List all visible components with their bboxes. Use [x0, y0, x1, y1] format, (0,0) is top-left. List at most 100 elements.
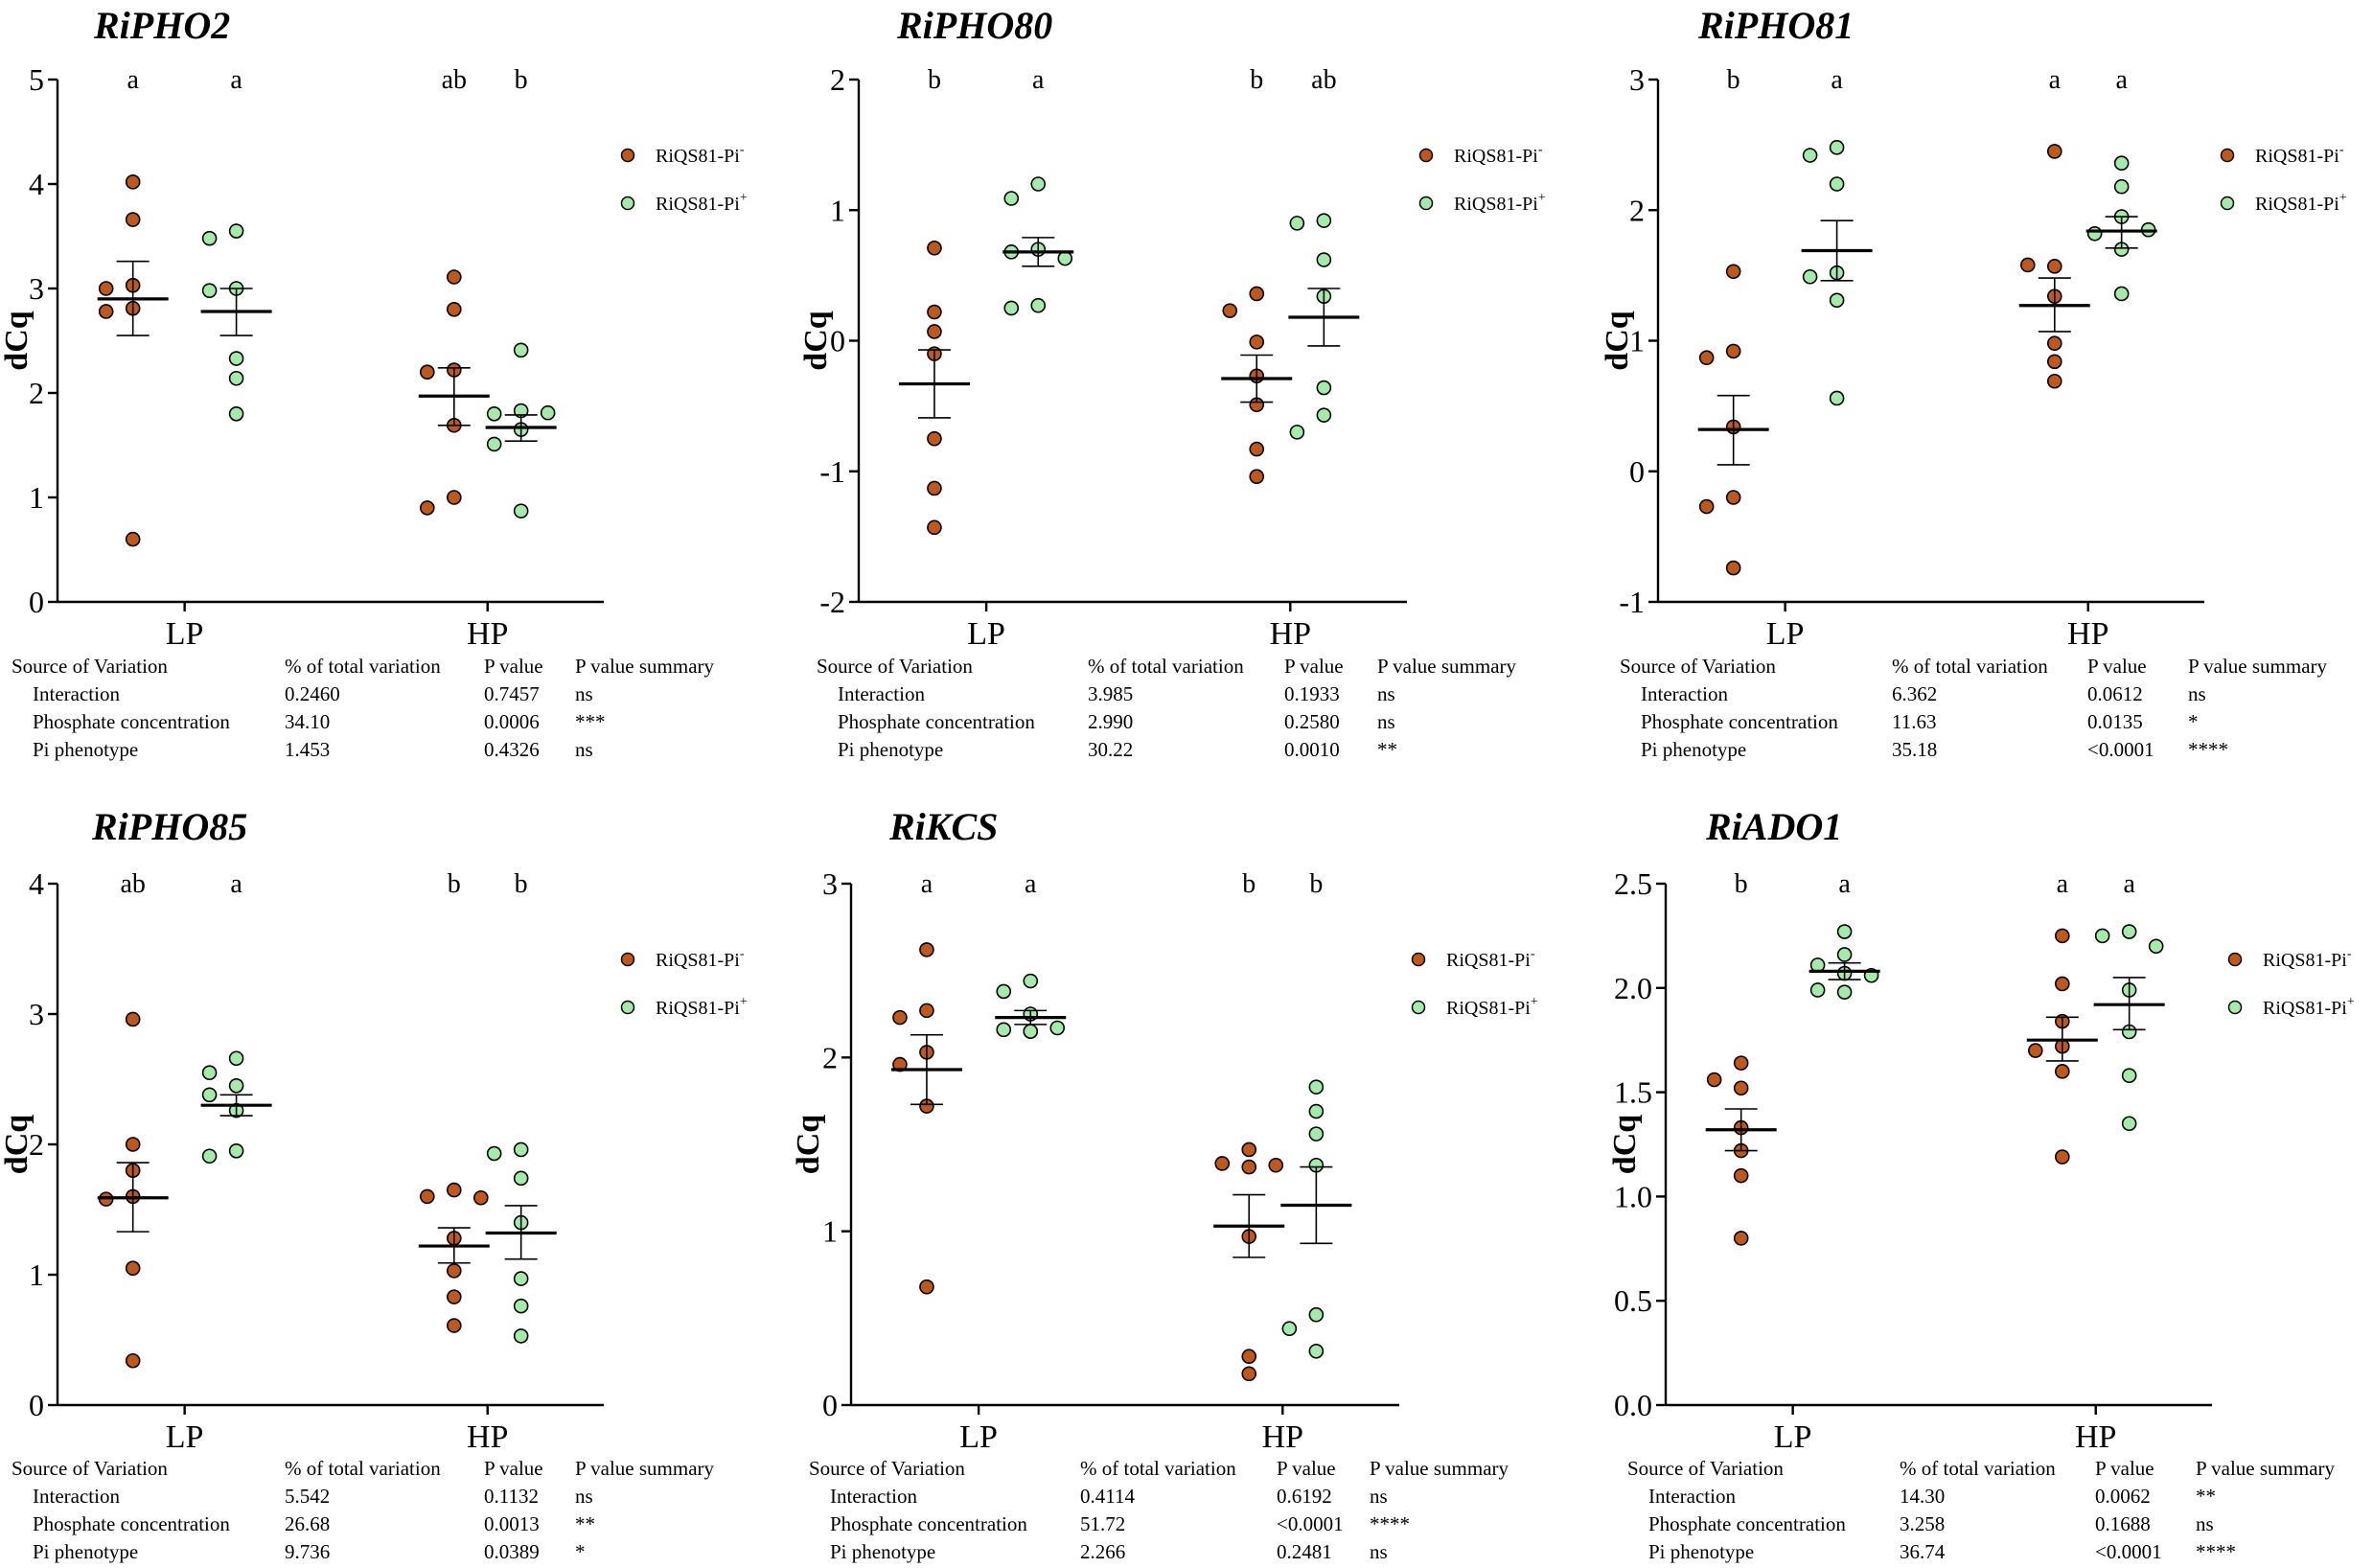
significance-letter: a — [1838, 869, 1851, 899]
table-pvalue-cell: 0.0013 — [484, 1512, 540, 1535]
y-tick-label: -2 — [819, 585, 845, 619]
data-point — [1222, 303, 1238, 318]
legend-entry-pi-minus-label: RiQS81-Pi- — [1446, 947, 1535, 971]
data-point — [125, 1260, 141, 1276]
table-pct-cell: 30.22 — [1088, 738, 1133, 761]
legend-label-superscript: - — [740, 143, 745, 157]
table-pct-cell: 9.736 — [285, 1540, 330, 1563]
data-point — [1249, 469, 1265, 485]
significance-letter: a — [2115, 65, 2128, 95]
y-tick-label: 3 — [29, 271, 44, 306]
y-tick-label: 1 — [29, 480, 44, 515]
table-summary-cell: **** — [2196, 1540, 2236, 1563]
y-tick-label: 0 — [29, 1388, 44, 1422]
legend-label-superscript: + — [2339, 191, 2347, 205]
significance-letter: a — [1831, 65, 1843, 95]
data-point — [98, 281, 114, 296]
table-pct-cell: 34.10 — [285, 710, 330, 733]
data-point — [2121, 924, 2137, 939]
data-point — [1809, 982, 1826, 998]
data-point — [1725, 264, 1741, 280]
significance-letter: a — [2057, 869, 2069, 899]
y-tick-label: 0.0 — [1614, 1388, 1652, 1422]
data-point — [1308, 1306, 1325, 1323]
table-header-pvalue: P value — [484, 655, 543, 678]
legend-entry-pi-minus-label: RiQS81-Pi- — [656, 947, 745, 971]
data-point — [1249, 286, 1265, 302]
data-point — [228, 1143, 244, 1159]
data-point — [2113, 286, 2130, 302]
data-point — [927, 430, 942, 447]
table-source-cell: Interaction — [33, 682, 120, 705]
legend-label-superscript: + — [1531, 995, 1538, 1009]
table-source-cell: Phosphate concentration — [33, 710, 230, 733]
y-tick-label: 4 — [29, 167, 44, 201]
data-point — [2047, 259, 2062, 274]
data-point — [1281, 1321, 1298, 1337]
data-point — [1829, 140, 1845, 155]
table-header-pct: % of total variation — [1892, 655, 2048, 678]
data-point — [419, 364, 435, 380]
x-category-label: LP — [1766, 616, 1805, 652]
y-tick-label: 2.5 — [1614, 866, 1652, 901]
table-header-pct: % of total variation — [285, 1457, 441, 1480]
data-point — [927, 324, 942, 339]
data-point — [996, 1022, 1012, 1038]
data-point — [513, 1271, 529, 1286]
legend-entry-pi-plus-label: RiQS81-Pi+ — [656, 995, 748, 1019]
legend-label-superscript: - — [1531, 947, 1535, 961]
legend-label-base: RiQS81-Pi — [656, 146, 740, 167]
data-point — [486, 405, 502, 422]
table-pvalue-cell: 0.7457 — [484, 682, 540, 705]
table-pct-cell: 36.74 — [1900, 1540, 1946, 1563]
data-point — [201, 1065, 218, 1080]
data-point — [1268, 1157, 1284, 1173]
table-summary-cell: ns — [1377, 682, 1395, 705]
data-point — [2055, 976, 2070, 992]
y-tick-label: -1 — [1619, 585, 1645, 619]
table-source-cell: Pi phenotype — [33, 1540, 138, 1563]
data-point — [2047, 144, 2062, 159]
table-source-cell: Phosphate concentration — [1641, 710, 1838, 733]
x-category-label: HP — [467, 1419, 508, 1455]
data-point — [1829, 176, 1845, 192]
y-tick-label: 1 — [29, 1257, 44, 1292]
table-header-source: Source of Variation — [1627, 1457, 1784, 1480]
table-pvalue-cell: 0.2580 — [1284, 710, 1340, 733]
data-point — [486, 436, 502, 452]
table-summary-cell: **** — [1370, 1512, 1410, 1535]
legend-label-base: RiQS81-Pi — [1454, 146, 1538, 167]
data-point — [446, 1182, 462, 1198]
data-point — [125, 531, 141, 547]
table-summary-cell: ns — [2196, 1512, 2214, 1535]
table-source-cell: Interaction — [33, 1485, 120, 1508]
table-pct-cell: 1.453 — [285, 738, 330, 761]
data-point — [513, 1170, 529, 1187]
table-summary-cell: *** — [575, 710, 606, 733]
data-point — [2055, 1149, 2070, 1164]
table-source-cell: Pi phenotype — [838, 738, 943, 761]
significance-letter: ab — [120, 869, 145, 899]
data-point — [1308, 1079, 1325, 1095]
data-point — [228, 351, 244, 366]
legend-entry-pi-plus-marker — [2227, 1000, 2243, 1015]
table-summary-cell: ns — [575, 682, 593, 705]
data-point — [1241, 1141, 1257, 1158]
significance-letter: b — [1309, 869, 1323, 899]
legend-entry-pi-minus-label: RiQS81-Pi- — [2263, 947, 2352, 971]
legend-label-superscript: - — [2339, 143, 2344, 157]
legend-label-base: RiQS81-Pi — [656, 950, 740, 971]
data-point — [1698, 350, 1715, 366]
data-point — [201, 1087, 218, 1103]
table-header-pct: % of total variation — [285, 655, 441, 678]
data-point — [1706, 1072, 1722, 1088]
table-pct-cell: 5.542 — [285, 1485, 330, 1508]
table-summary-cell: ns — [575, 738, 593, 761]
legend-label-base: RiQS81-Pi — [656, 194, 740, 215]
data-point — [446, 1318, 462, 1333]
table-pct-cell: 0.2460 — [285, 682, 340, 705]
legend-label-superscript: - — [1538, 143, 1543, 157]
data-point — [419, 1188, 435, 1205]
